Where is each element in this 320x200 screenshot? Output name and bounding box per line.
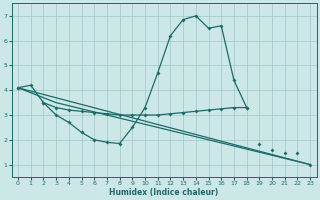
X-axis label: Humidex (Indice chaleur): Humidex (Indice chaleur) [109,188,219,197]
